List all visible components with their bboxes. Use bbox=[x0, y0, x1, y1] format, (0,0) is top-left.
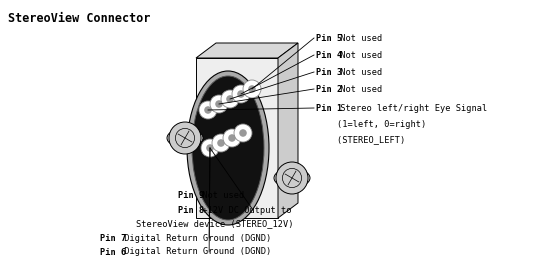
Circle shape bbox=[199, 101, 217, 119]
Polygon shape bbox=[196, 58, 278, 218]
Text: Pin 5: Pin 5 bbox=[316, 34, 342, 43]
Text: StereoView device (STEREO_12V): StereoView device (STEREO_12V) bbox=[136, 220, 294, 229]
Text: Pin 6: Pin 6 bbox=[100, 247, 126, 257]
Text: StereoView Connector: StereoView Connector bbox=[8, 12, 151, 25]
Circle shape bbox=[169, 122, 201, 154]
Text: Pin 3: Pin 3 bbox=[316, 68, 342, 76]
Text: Not used: Not used bbox=[335, 51, 382, 59]
Text: Digital Return Ground (DGND): Digital Return Ground (DGND) bbox=[119, 234, 272, 242]
Ellipse shape bbox=[274, 168, 310, 188]
Circle shape bbox=[276, 162, 308, 194]
Text: Not used: Not used bbox=[335, 68, 382, 76]
Text: Not used: Not used bbox=[335, 85, 382, 93]
Text: Not used: Not used bbox=[197, 190, 244, 200]
Ellipse shape bbox=[187, 71, 269, 225]
Circle shape bbox=[232, 85, 250, 103]
Ellipse shape bbox=[192, 76, 264, 220]
Text: (1=left, 0=right): (1=left, 0=right) bbox=[316, 120, 426, 128]
Polygon shape bbox=[196, 43, 298, 58]
Text: Pin 8: Pin 8 bbox=[178, 205, 204, 215]
Circle shape bbox=[243, 80, 261, 98]
Text: Stereo left/right Eye Signal: Stereo left/right Eye Signal bbox=[335, 103, 488, 113]
Circle shape bbox=[226, 95, 234, 103]
Circle shape bbox=[223, 129, 241, 147]
Circle shape bbox=[228, 134, 236, 142]
Circle shape bbox=[210, 95, 228, 113]
Circle shape bbox=[248, 85, 256, 93]
Circle shape bbox=[201, 139, 219, 157]
Polygon shape bbox=[278, 43, 298, 218]
Text: Not used: Not used bbox=[335, 34, 382, 43]
Circle shape bbox=[239, 129, 247, 137]
Circle shape bbox=[234, 124, 252, 142]
Text: Pin 1: Pin 1 bbox=[316, 103, 342, 113]
Circle shape bbox=[206, 144, 214, 152]
Text: Pin 4: Pin 4 bbox=[316, 51, 342, 59]
Text: (STEREO_LEFT): (STEREO_LEFT) bbox=[316, 135, 405, 145]
Circle shape bbox=[221, 90, 239, 108]
Circle shape bbox=[204, 106, 212, 114]
Text: Pin 7: Pin 7 bbox=[100, 234, 126, 242]
Text: Pin 2: Pin 2 bbox=[316, 85, 342, 93]
Text: Digital Return Ground (DGND): Digital Return Ground (DGND) bbox=[119, 247, 272, 257]
Circle shape bbox=[237, 90, 245, 98]
Circle shape bbox=[215, 100, 223, 108]
Text: +12V DC Output to: +12V DC Output to bbox=[197, 205, 292, 215]
Ellipse shape bbox=[167, 128, 203, 148]
Circle shape bbox=[212, 134, 230, 152]
Text: Pin 9: Pin 9 bbox=[178, 190, 204, 200]
Circle shape bbox=[217, 139, 225, 147]
